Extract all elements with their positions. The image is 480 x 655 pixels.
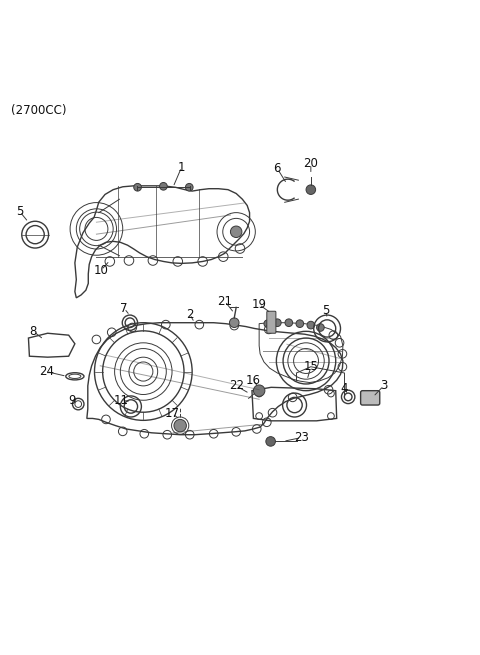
Circle shape (296, 320, 304, 328)
Circle shape (266, 437, 276, 446)
Text: 7: 7 (120, 302, 128, 315)
Text: 6: 6 (274, 162, 281, 175)
Circle shape (306, 185, 316, 195)
Text: 21: 21 (217, 295, 232, 308)
Text: 5: 5 (323, 305, 330, 317)
Text: 9: 9 (68, 394, 75, 407)
Circle shape (285, 319, 293, 327)
Text: 8: 8 (30, 325, 37, 338)
Text: 11: 11 (114, 394, 129, 407)
Circle shape (134, 183, 142, 191)
FancyBboxPatch shape (267, 311, 276, 333)
Text: 3: 3 (380, 379, 387, 392)
Text: (2700CC): (2700CC) (11, 103, 67, 117)
Text: 19: 19 (252, 298, 267, 311)
Circle shape (185, 183, 193, 191)
Circle shape (307, 322, 315, 329)
Circle shape (253, 385, 265, 396)
Text: 10: 10 (94, 263, 108, 276)
Text: 16: 16 (246, 373, 261, 386)
Circle shape (174, 419, 186, 432)
Circle shape (317, 324, 324, 331)
Text: 22: 22 (228, 379, 244, 392)
Circle shape (229, 318, 239, 328)
Text: 2: 2 (186, 308, 193, 320)
Text: 15: 15 (303, 360, 318, 373)
Circle shape (264, 320, 272, 328)
Circle shape (274, 319, 281, 327)
Circle shape (230, 226, 242, 238)
Text: 5: 5 (16, 205, 24, 218)
Text: 4: 4 (341, 383, 348, 395)
FancyBboxPatch shape (360, 390, 380, 405)
Circle shape (159, 183, 167, 190)
Text: 20: 20 (303, 157, 318, 170)
Text: 24: 24 (39, 365, 54, 378)
Text: 1: 1 (178, 160, 185, 174)
Text: 23: 23 (294, 431, 309, 444)
Text: 17: 17 (165, 407, 180, 420)
